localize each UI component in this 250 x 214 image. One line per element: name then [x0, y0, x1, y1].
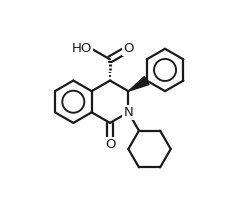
- Text: N: N: [124, 106, 133, 119]
- Text: O: O: [123, 42, 134, 55]
- Text: HO: HO: [71, 42, 92, 55]
- Polygon shape: [128, 77, 149, 91]
- Text: O: O: [105, 138, 115, 151]
